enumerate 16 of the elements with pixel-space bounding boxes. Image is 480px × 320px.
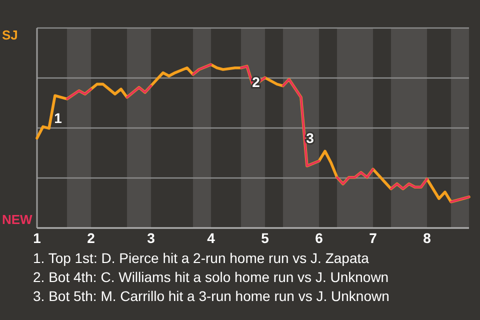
text: 1. Top 1st: D. Pierce hit a 2-run home run vs J. Zapata [33,250,370,266]
annotation: 1 [54,110,62,126]
annotation: 2 [252,74,260,90]
x-tick-label: 1 [33,230,42,246]
x-tick-label: 8 [423,230,432,246]
text: SJ [2,28,18,43]
x-tick-label: 6 [315,230,324,246]
text: 3. Bot 5th: M. Carrillo hit a 3-run home run vs J. Unknown [33,288,390,304]
x-tick-label: 7 [369,230,378,246]
x-tick-label: 4 [207,230,216,246]
annotation: 3 [306,130,314,146]
x-tick-label: 2 [87,230,96,246]
x-tick-label: 5 [261,230,270,246]
text: 2. Bot 4th: C. Williams hit a solo home run vs J. Unknown [33,269,389,285]
x-tick-label: 3 [147,230,156,246]
text: NEW [2,212,34,227]
